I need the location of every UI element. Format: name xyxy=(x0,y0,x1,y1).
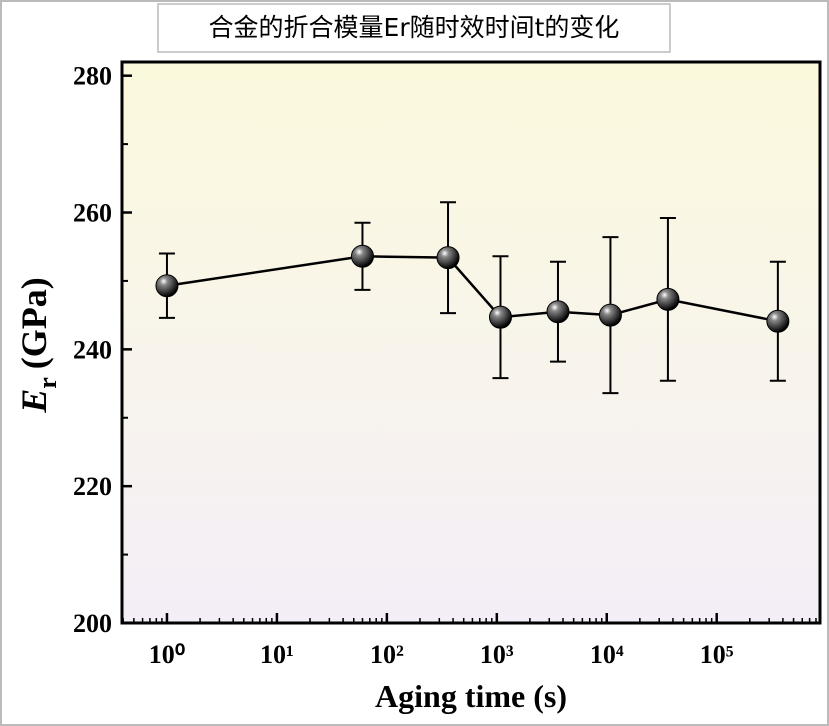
chart-title: 合金的折合模量Er随时效时间t的变化 xyxy=(209,13,620,42)
y-tick-label: 280 xyxy=(73,62,112,91)
x-tick-label: 10⁴ xyxy=(590,640,624,669)
marker xyxy=(656,287,680,311)
y-label-sub: r xyxy=(33,377,62,389)
y-tick-label: 260 xyxy=(73,199,112,228)
x-tick-label: 10¹ xyxy=(260,640,294,669)
plot-background xyxy=(122,62,820,623)
marker xyxy=(766,309,790,333)
x-axis-label: Aging time (s) xyxy=(375,678,567,714)
plot-frame xyxy=(120,60,822,625)
x-tick-label: 10⁵ xyxy=(700,640,734,669)
y-tick-label: 200 xyxy=(73,609,112,638)
marker xyxy=(598,303,622,327)
x-tick-label: 10⁰ xyxy=(149,640,185,669)
y-axis-label: Er (GPa) xyxy=(14,277,62,414)
marker xyxy=(350,244,374,268)
title-box xyxy=(157,3,671,53)
y-label-main: E xyxy=(14,389,54,414)
marker xyxy=(488,305,512,329)
marker xyxy=(436,246,460,270)
y-tick-label: 220 xyxy=(73,472,112,501)
y-label-unit: (GPa) xyxy=(14,277,54,369)
marker xyxy=(546,300,570,324)
marker xyxy=(155,274,179,298)
x-tick-label: 10³ xyxy=(480,640,514,669)
y-tick-label: 240 xyxy=(73,335,112,364)
x-tick-label: 10² xyxy=(370,640,404,669)
